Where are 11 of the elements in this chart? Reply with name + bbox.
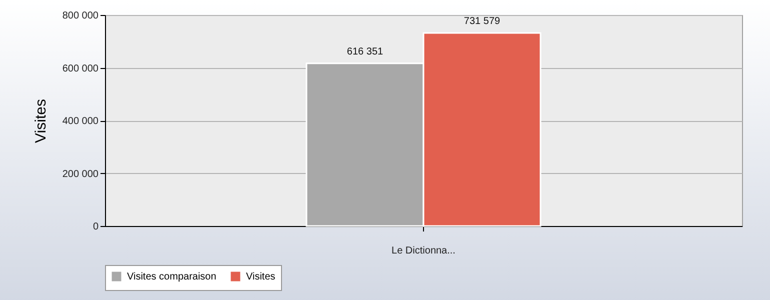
x-tick-label: Le Dictionna... xyxy=(392,246,456,256)
legend-label: Visites comparaison xyxy=(127,272,216,283)
y-tick-label: 200 000 xyxy=(62,168,99,180)
data-label: 616 351 xyxy=(346,46,384,58)
y-tick-label: 800 000 xyxy=(62,10,99,22)
y-tick-label: 0 xyxy=(92,222,99,232)
y-tick-label: 400 000 xyxy=(62,116,99,127)
legend-label: Visites xyxy=(246,272,276,283)
data-label: 731 579 xyxy=(464,16,501,28)
y-axis-title: Visites xyxy=(32,99,50,143)
y-tick-label: 600 000 xyxy=(62,63,99,74)
